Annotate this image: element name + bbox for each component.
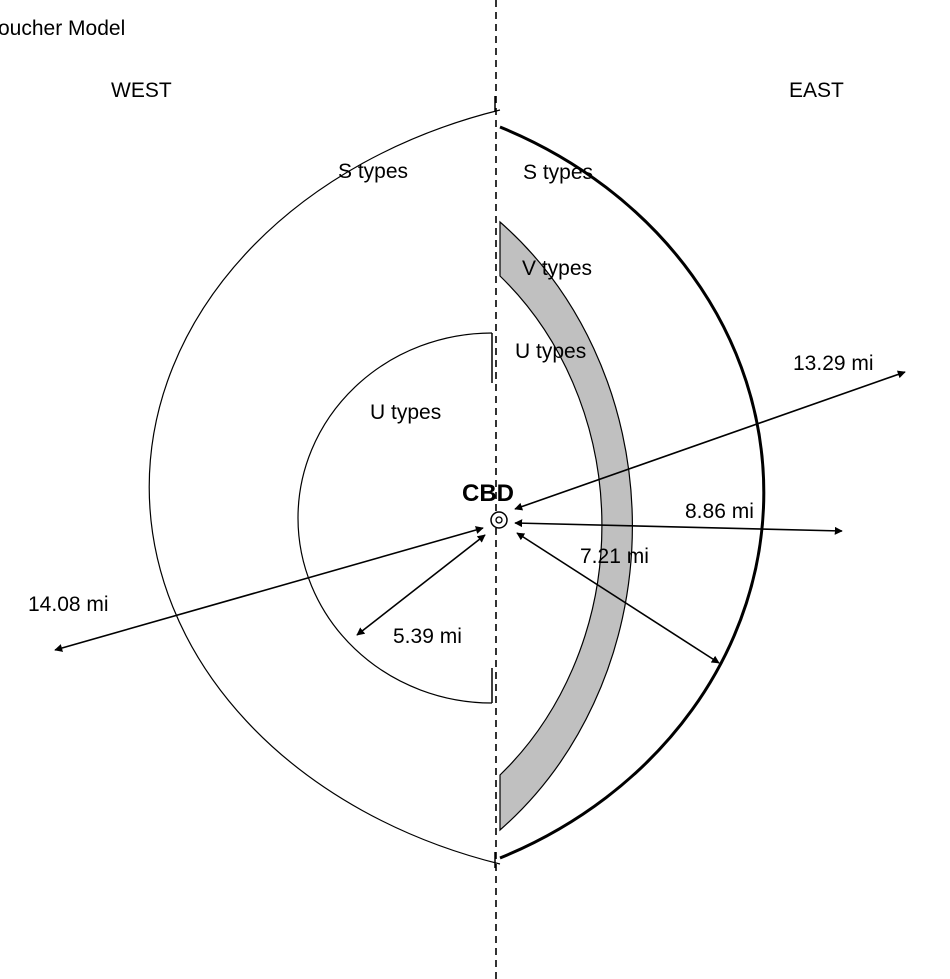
west-inner-boundary: [297, 332, 493, 704]
distance-label-east-inner: 7.21 mi: [580, 545, 649, 568]
direction-east: EAST: [789, 79, 844, 102]
cbd-marker-outer: [490, 511, 508, 529]
direction-west: WEST: [111, 79, 172, 102]
zone-label-s-types-east: S types: [523, 161, 593, 184]
distance-label-east-outer: 13.29 mi: [793, 352, 874, 375]
distance-label-west-outer: 14.08 mi: [28, 593, 109, 616]
zone-label-u-types-west: U types: [370, 401, 441, 424]
arrow-5-39: [356, 534, 486, 636]
west-outer-boundary: [148, 109, 501, 865]
arrow-7-21: [516, 532, 720, 664]
diagram-title: oucher Model: [0, 17, 125, 40]
zone-label-s-types-west: S types: [338, 160, 408, 183]
cbd-marker-inner: [495, 516, 503, 524]
distance-label-east-v-outer: 8.86 mi: [685, 500, 754, 523]
zone-label-v-types: V types: [522, 257, 592, 280]
cbd-label: CBD: [462, 480, 514, 507]
arrow-13-29: [514, 370, 906, 511]
zone-label-u-types-east: U types: [515, 340, 586, 363]
arrow-8-86: [514, 519, 843, 535]
distance-label-west-inner: 5.39 mi: [393, 625, 462, 648]
